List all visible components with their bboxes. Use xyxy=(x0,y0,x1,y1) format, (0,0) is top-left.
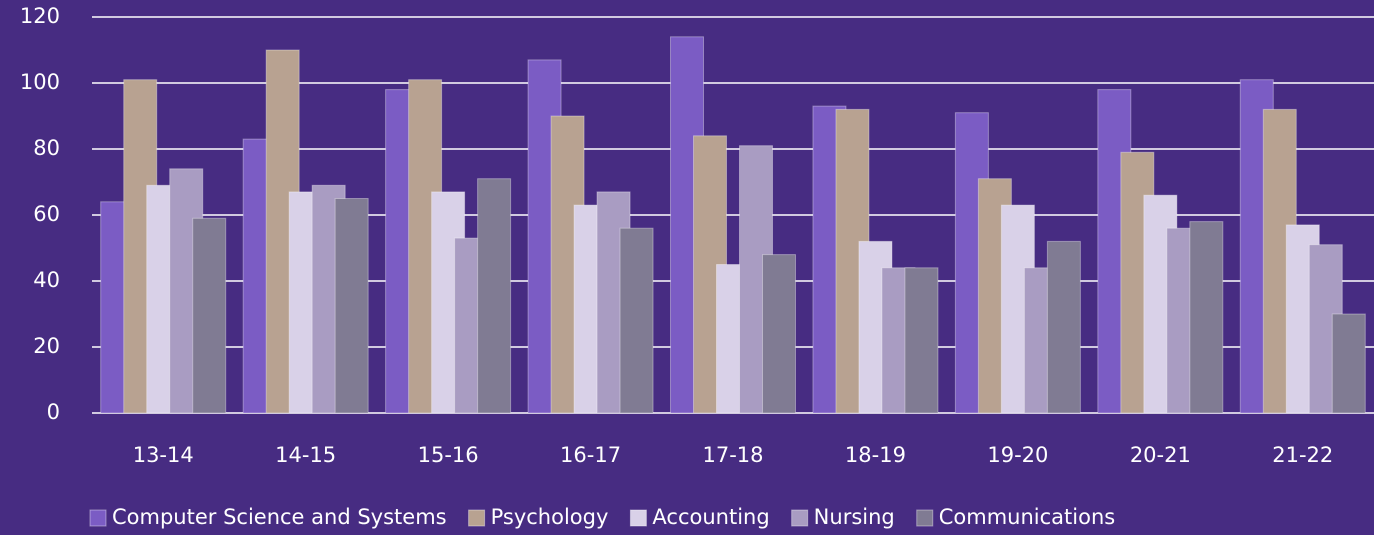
legend-label: Psychology xyxy=(491,505,609,529)
y-tick-label: 0 xyxy=(47,400,60,424)
x-tick-label: 18-19 xyxy=(845,443,906,467)
bar xyxy=(477,178,512,414)
x-tick-label: 13-14 xyxy=(133,443,194,467)
x-tick-label: 16-17 xyxy=(560,443,621,467)
legend-label: Nursing xyxy=(814,505,895,529)
legend-label: Communications xyxy=(939,505,1115,529)
x-tick-label: 17-18 xyxy=(702,443,763,467)
legend-swatch xyxy=(916,509,934,527)
legend-swatch xyxy=(791,509,809,527)
legend-swatch xyxy=(468,509,486,527)
x-tick-label: 15-16 xyxy=(418,443,479,467)
bar xyxy=(1046,240,1081,414)
bar xyxy=(192,217,227,414)
y-tick-label: 80 xyxy=(33,136,60,160)
bar xyxy=(762,254,796,414)
y-tick-label: 20 xyxy=(33,334,60,358)
x-tick-label: 20-21 xyxy=(1130,443,1191,467)
y-tick-label: 60 xyxy=(33,202,60,226)
legend-label: Computer Science and Systems xyxy=(112,505,447,529)
bar xyxy=(1189,221,1224,414)
y-tick-label: 120 xyxy=(20,4,60,28)
legend-swatch xyxy=(89,509,107,527)
x-tick-label: 14-15 xyxy=(275,443,336,467)
y-tick-label: 100 xyxy=(20,70,60,94)
y-tick-label: 40 xyxy=(33,268,60,292)
x-tick-label: 19-20 xyxy=(987,443,1048,467)
legend-swatch xyxy=(629,509,647,527)
bar xyxy=(1331,313,1366,414)
bar xyxy=(334,198,369,414)
x-tick-label: 21-22 xyxy=(1272,443,1333,467)
bar xyxy=(904,267,939,414)
bar xyxy=(619,227,654,414)
legend-label: Accounting xyxy=(652,505,769,529)
